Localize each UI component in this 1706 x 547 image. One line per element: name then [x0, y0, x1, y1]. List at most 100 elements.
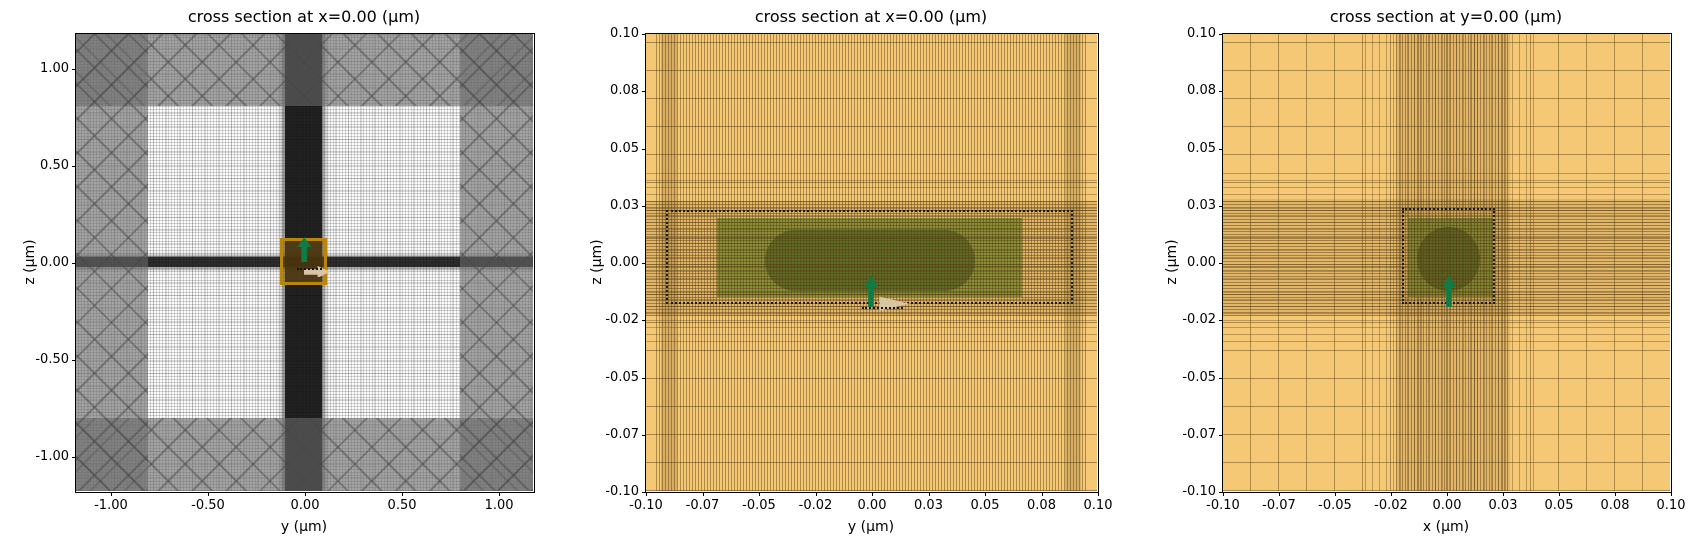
- graded-mesh-band: [1222, 170, 1670, 343]
- x-tick-mark: [1279, 492, 1280, 496]
- y-tick-mark: [1219, 492, 1223, 493]
- y-tick-label: 1.00: [40, 60, 69, 76]
- x-tick-label: 0.05: [970, 498, 1000, 513]
- x-tick-label: 0.05: [1544, 498, 1574, 513]
- y-tick-label: 0.10: [1187, 25, 1216, 41]
- x-tick-label: 0.00: [1432, 498, 1462, 513]
- x-tick-mark: [1223, 492, 1224, 496]
- x-tick-mark: [1391, 492, 1392, 496]
- plot-title: cross section at x=0.00 (μm): [187, 7, 421, 26]
- x-tick-mark: [1559, 492, 1560, 496]
- x-tick-label: -0.07: [685, 498, 720, 513]
- source-polarization-arrow: [1441, 274, 1456, 307]
- panel-cross-section-x0-full: cross section at x=0.00 (μm) z (μm) -1.0…: [0, 0, 569, 547]
- y-tick-label: -0.07: [1182, 426, 1216, 442]
- x-tick-mark: [815, 492, 817, 496]
- x-tick-label: 0.03: [1488, 498, 1518, 513]
- x-axis-label: y (μm): [280, 519, 328, 535]
- panel-cross-section-x0-zoom: cross section at x=0.00 (μm) z (μm) -0.1…: [569, 0, 1138, 547]
- propagation-arrow: [304, 262, 331, 278]
- graded-mesh-column: [1365, 33, 1541, 491]
- arrow-right-icon: [304, 265, 331, 278]
- x-tick-label: 0.00: [290, 498, 320, 513]
- x-tick-mark: [928, 492, 930, 496]
- x-tick-mark: [646, 492, 647, 496]
- y-tick-label: 0.00: [40, 254, 69, 270]
- x-tick-mark: [872, 492, 873, 496]
- y-tick-label: 0.03: [1187, 197, 1216, 213]
- x-axis-label: y (μm): [847, 519, 895, 535]
- y-tick-label: 0.10: [610, 25, 639, 41]
- pml-boundary-right: [460, 33, 533, 491]
- x-tick-label: 1.00: [484, 498, 514, 513]
- y-tick-label: -0.05: [1182, 369, 1216, 385]
- source-polarization-arrow: [864, 274, 878, 307]
- x-tick-label: 0.10: [1083, 498, 1113, 513]
- propagation-dotted-line: [297, 268, 322, 271]
- plot-canvas: [1222, 33, 1670, 491]
- x-tick-label: -0.02: [1374, 498, 1408, 513]
- x-tick-label: -0.10: [629, 498, 663, 513]
- y-tick-label: 0.00: [610, 254, 639, 270]
- source-polarization-arrow: [296, 237, 312, 263]
- y-tick-label: -1.00: [35, 448, 69, 464]
- x-tick-label: -0.02: [798, 498, 833, 513]
- y-tick-mark: [642, 492, 646, 493]
- x-axis-label: x (μm): [1422, 519, 1470, 535]
- y-tick-label: -0.02: [1182, 312, 1216, 327]
- pml-boundary-top: [75, 33, 533, 106]
- y-tick-label: 0.05: [1187, 140, 1216, 156]
- graded-mesh-band: [645, 170, 1097, 343]
- arrowhead-right-icon: [879, 296, 910, 311]
- y-tick-label: -0.07: [605, 426, 639, 442]
- x-tick-mark: [985, 492, 986, 496]
- y-tick-label: -0.10: [1182, 483, 1216, 499]
- x-tick-mark: [702, 492, 704, 496]
- arrow-up-icon: [864, 274, 878, 307]
- x-tick-mark: [1615, 492, 1616, 496]
- plot-title: cross section at y=0.00 (μm): [1329, 7, 1563, 26]
- panel-cross-section-y0-zoom: cross section at y=0.00 (μm) z (μm) -0.1…: [1138, 0, 1706, 547]
- x-tick-mark: [1041, 492, 1043, 496]
- x-tick-mark: [110, 492, 112, 496]
- x-tick-label: 0.00: [857, 498, 887, 513]
- propagation-arrowhead: [878, 296, 911, 311]
- plot-title: cross section at x=0.00 (μm): [754, 7, 988, 26]
- x-tick-mark: [759, 492, 760, 496]
- x-tick-label: 0.10: [1656, 498, 1686, 513]
- pml-boundary-left: [75, 33, 148, 491]
- y-tick-label: 0.00: [1187, 254, 1216, 270]
- x-tick-mark: [1335, 492, 1336, 496]
- x-tick-label: -0.05: [742, 498, 776, 513]
- y-tick-label: 0.08: [610, 83, 639, 98]
- x-tick-label: 0.08: [1600, 498, 1630, 513]
- x-tick-label: 0.50: [387, 498, 417, 513]
- arrow-up-icon: [296, 237, 311, 263]
- y-tick-label: 0.50: [40, 157, 69, 173]
- y-tick-label: -0.05: [605, 369, 639, 385]
- y-tick-label: -0.50: [35, 351, 69, 367]
- x-tick-mark: [1098, 492, 1099, 496]
- y-tick-label: -0.10: [605, 483, 639, 499]
- y-tick-label: 0.05: [610, 140, 639, 156]
- x-tick-mark: [1503, 492, 1504, 496]
- dense-mesh-band: [645, 201, 1097, 316]
- pml-boundary-bottom: [75, 418, 533, 491]
- y-tick-label: -0.02: [605, 312, 639, 327]
- y-axis-label: z (μm): [1164, 239, 1180, 285]
- x-tick-mark: [1447, 492, 1448, 496]
- plot-canvas: [75, 33, 533, 491]
- y-axis-label: z (μm): [22, 239, 38, 285]
- propagation-dotted-line: [861, 306, 903, 309]
- x-tick-mark: [305, 492, 306, 496]
- x-tick-label: -0.50: [191, 498, 225, 513]
- y-tick-label: 0.03: [610, 197, 639, 213]
- dense-mesh-column: [1395, 33, 1510, 491]
- x-tick-mark: [402, 492, 404, 496]
- x-tick-mark: [207, 492, 209, 496]
- x-tick-label: 0.08: [1027, 498, 1056, 513]
- arrow-up-icon: [1441, 274, 1456, 307]
- x-tick-label: -0.05: [1318, 498, 1352, 513]
- coarse-horizontal-mesh: [645, 33, 1097, 491]
